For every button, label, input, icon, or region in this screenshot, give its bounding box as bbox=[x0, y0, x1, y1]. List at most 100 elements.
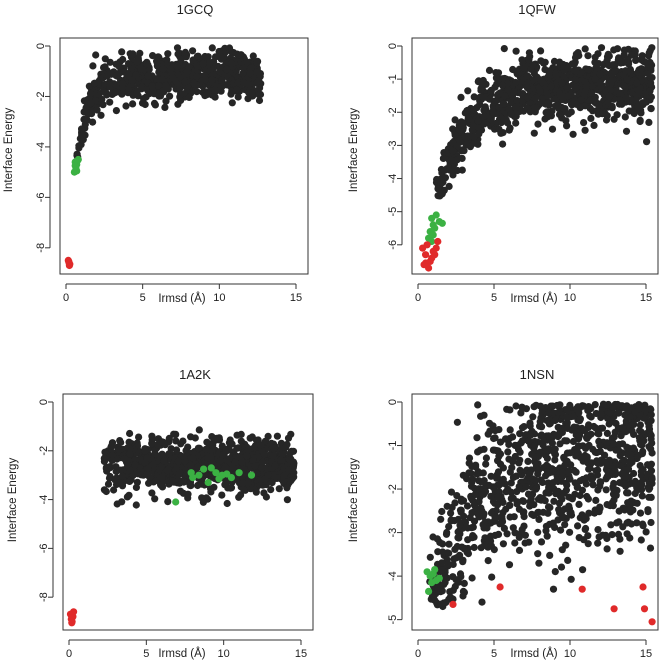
decoys-point bbox=[612, 491, 620, 499]
decoys-point bbox=[645, 443, 653, 451]
decoys-point bbox=[575, 432, 584, 440]
decoys-point bbox=[457, 93, 465, 101]
decoys-point bbox=[547, 82, 555, 91]
decoys-point bbox=[148, 436, 156, 444]
native-point bbox=[422, 259, 430, 267]
decoys-point bbox=[604, 472, 612, 480]
decoys-point bbox=[478, 598, 486, 606]
decoys-point bbox=[217, 55, 225, 63]
decoys-point bbox=[228, 99, 236, 107]
decoys-point bbox=[557, 563, 566, 571]
decoys-point bbox=[149, 52, 157, 60]
decoys-point bbox=[253, 68, 261, 76]
decoys-point bbox=[123, 493, 131, 501]
decoys-point bbox=[100, 454, 108, 462]
decoys-point bbox=[544, 503, 553, 511]
decoys-point bbox=[234, 78, 242, 87]
decoys-point bbox=[144, 464, 152, 473]
decoys-point bbox=[629, 444, 638, 452]
decoys-point bbox=[603, 429, 612, 437]
decoys-point bbox=[564, 469, 572, 477]
decoys-point bbox=[585, 441, 593, 449]
decoys-point bbox=[506, 434, 514, 443]
decoys-point bbox=[605, 92, 614, 100]
decoys-point bbox=[601, 458, 609, 466]
decoys-point bbox=[543, 454, 552, 462]
decoys-point bbox=[507, 479, 515, 487]
decoys-point bbox=[512, 472, 520, 480]
y-tick-label: -3 bbox=[387, 141, 399, 151]
decoys-point bbox=[222, 446, 230, 454]
decoys-point bbox=[590, 121, 598, 129]
decoys-point bbox=[496, 460, 505, 468]
near-native-point bbox=[195, 471, 203, 479]
decoys-point bbox=[564, 110, 573, 118]
decoys-point bbox=[563, 481, 571, 489]
decoys-point bbox=[233, 86, 241, 94]
decoys-point bbox=[475, 130, 483, 138]
decoys-point bbox=[551, 523, 559, 532]
decoys-point bbox=[646, 429, 654, 437]
decoys-point bbox=[598, 424, 607, 432]
decoys-point bbox=[526, 419, 534, 427]
decoys-point bbox=[616, 96, 624, 104]
decoys-point bbox=[165, 434, 173, 442]
decoys-point bbox=[154, 82, 162, 90]
decoys-point bbox=[636, 509, 645, 517]
decoys-point bbox=[456, 521, 464, 529]
decoys-point bbox=[539, 508, 547, 516]
decoys-point bbox=[603, 534, 611, 543]
decoys-point bbox=[620, 456, 628, 465]
decoys-point bbox=[479, 76, 487, 85]
decoys-point bbox=[194, 444, 202, 452]
native-point bbox=[496, 583, 504, 591]
decoys-point bbox=[556, 92, 564, 100]
decoys-point bbox=[208, 76, 216, 84]
decoys-point bbox=[495, 103, 503, 111]
decoys-point bbox=[570, 466, 578, 475]
decoys-point bbox=[153, 58, 161, 66]
x-axis-title: Irmsd (Å) bbox=[158, 647, 205, 660]
decoys-point bbox=[502, 505, 510, 513]
x-tick-label: 5 bbox=[491, 648, 497, 660]
decoys-point bbox=[446, 166, 454, 174]
decoys-point bbox=[639, 447, 647, 455]
y-tick-label: -2 bbox=[387, 107, 399, 117]
x-tick-label: 10 bbox=[564, 648, 576, 660]
decoys-point bbox=[158, 473, 166, 481]
decoys-point bbox=[159, 65, 167, 73]
decoys-point bbox=[564, 556, 572, 565]
decoys-point bbox=[168, 477, 177, 485]
decoys-point bbox=[543, 417, 551, 425]
decoys-point bbox=[628, 427, 636, 435]
decoys-point bbox=[569, 437, 578, 446]
decoys-point bbox=[529, 413, 537, 421]
decoys-point bbox=[239, 64, 247, 72]
decoys-point bbox=[540, 59, 548, 67]
decoys-point bbox=[558, 546, 566, 554]
decoys-point bbox=[449, 573, 457, 581]
decoys-point bbox=[437, 180, 445, 188]
native-point bbox=[423, 241, 431, 249]
decoys-point bbox=[545, 409, 553, 417]
decoys-point bbox=[543, 532, 551, 540]
decoys-point bbox=[511, 539, 519, 547]
decoys-point bbox=[512, 402, 520, 410]
decoys-point bbox=[439, 540, 447, 548]
decoys-point bbox=[538, 431, 546, 439]
decoys-point bbox=[87, 99, 95, 107]
decoys-point bbox=[252, 488, 260, 496]
decoys-point bbox=[445, 549, 453, 557]
native-point bbox=[431, 251, 439, 259]
decoys-point bbox=[524, 94, 532, 102]
decoys-point bbox=[577, 96, 585, 104]
decoys-point bbox=[521, 531, 530, 539]
decoys-point bbox=[202, 445, 210, 453]
decoys-point bbox=[194, 463, 202, 471]
decoys-point bbox=[592, 448, 600, 457]
decoys-point bbox=[175, 471, 183, 479]
decoys-point bbox=[584, 495, 593, 503]
decoys-point bbox=[592, 496, 600, 504]
decoys-point bbox=[626, 534, 634, 542]
